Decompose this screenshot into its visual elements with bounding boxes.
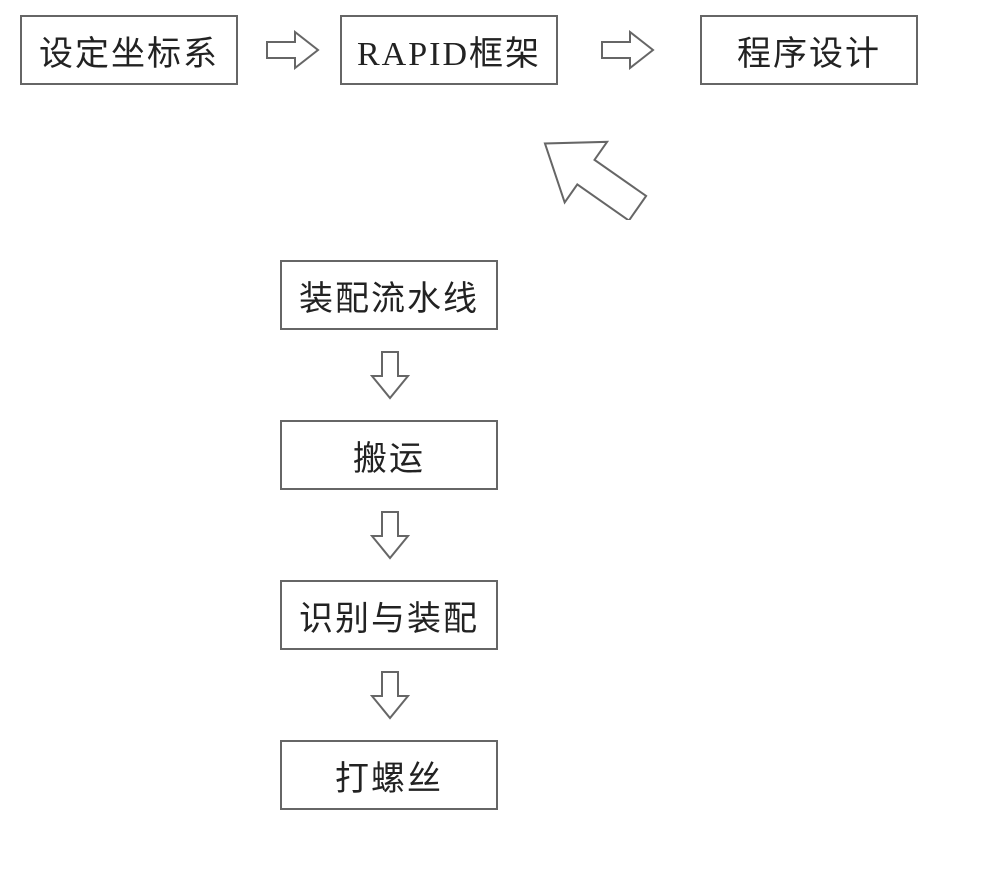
arrow-down-icon [370, 670, 410, 720]
node-label: 设定坐标系 [39, 26, 219, 75]
node-screw: 打螺丝 [280, 740, 498, 810]
node-rapid-frame: RAPID框架 [340, 15, 558, 85]
node-identify-assemble: 识别与装配 [280, 580, 498, 650]
node-assembly-line: 装配流水线 [280, 260, 498, 330]
node-label: 装配流水线 [299, 271, 479, 320]
node-set-coordinates: 设定坐标系 [20, 15, 238, 85]
arrow-right-icon [600, 30, 655, 70]
node-label: 打螺丝 [335, 751, 443, 800]
node-program-design: 程序设计 [700, 15, 918, 85]
arrow-diag-down-left-icon [530, 130, 650, 220]
node-label: RAPID框架 [357, 26, 541, 75]
node-label: 搬运 [353, 431, 425, 480]
node-label: 程序设计 [737, 26, 881, 75]
arrow-right-icon [265, 30, 320, 70]
arrow-down-icon [370, 510, 410, 560]
node-carry: 搬运 [280, 420, 498, 490]
arrow-down-icon [370, 350, 410, 400]
node-label: 识别与装配 [299, 591, 479, 640]
